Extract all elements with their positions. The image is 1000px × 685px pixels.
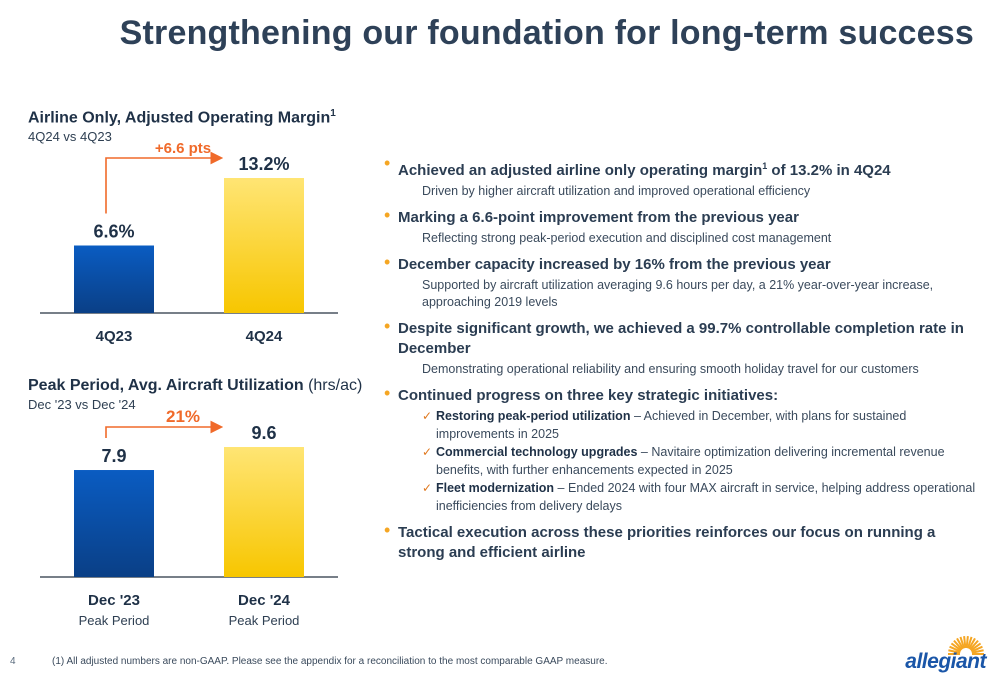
bar-dec-24 xyxy=(224,447,304,577)
bullet-completion-rate: • Despite significant growth, we achieve… xyxy=(384,316,964,376)
bullet-capacity: • December capacity increased by 16% fro… xyxy=(384,252,934,309)
x-tick-label: 4Q24 xyxy=(246,328,283,345)
bar-value-label: 13.2% xyxy=(238,154,289,174)
bullet-dot-icon: • xyxy=(384,205,391,225)
sunburst-ray xyxy=(949,645,961,653)
bullet-dot-icon: • xyxy=(384,252,391,272)
initiatives-list: ✓ Restoring peak-period utilization – Ach… xyxy=(398,408,984,515)
slide-title: Strengthening our foundation for long-te… xyxy=(119,14,974,52)
bar-4q24 xyxy=(224,178,304,313)
sunburst-ray xyxy=(969,639,979,651)
bar-value-label: 9.6 xyxy=(251,423,276,443)
x-tick-label: 4Q23 xyxy=(96,328,133,345)
growth-arrow xyxy=(105,420,224,439)
bullet-dot-icon: • xyxy=(384,153,391,173)
chart1-subtitle: 4Q24 vs 4Q23 xyxy=(28,129,112,145)
chart2-title: Peak Period, Avg. Aircraft Utilization (… xyxy=(28,377,363,394)
bar-4q23 xyxy=(74,245,154,313)
x-tick-label: Dec '24 xyxy=(238,592,291,609)
footnote: (1) All adjusted numbers are non-GAAP. P… xyxy=(52,656,608,667)
bullet-operating-margin: • Achieved an adjusted airline only oper… xyxy=(384,153,891,198)
bullet-tactical-execution: • Tactical execution across these priori… xyxy=(384,520,936,561)
page-number: 4 xyxy=(10,656,16,667)
sunburst-ray xyxy=(965,635,969,649)
initiative-item: ✓ Fleet modernization – Ended 2024 with f… xyxy=(422,481,976,513)
sunburst-ray xyxy=(971,645,983,653)
key-points-list: • Achieved an adjusted airline only oper… xyxy=(384,153,984,571)
sunburst-ray xyxy=(970,642,982,652)
bullet-dot-icon: • xyxy=(384,383,391,403)
bullet-dot-icon: • xyxy=(384,316,391,336)
bar-dec-23 xyxy=(74,470,154,577)
sunburst-ray xyxy=(953,639,963,651)
chart2-utilization-bar-chart: 7.9 Dec '23 Peak Period 9.6 Dec '24 Peak Peri… xyxy=(40,407,338,628)
bar-value-label: 6.6% xyxy=(93,222,134,242)
x-tick-label: Dec '23 xyxy=(88,592,140,609)
initiative-item: ✓ Commercial technology upgrades – Navita… xyxy=(422,445,945,477)
chart1-title: Airline Only, Adjusted Operating Margin1 xyxy=(28,108,336,127)
x-tick-sublabel: Peak Period xyxy=(79,613,150,628)
sunburst-logo-icon xyxy=(948,635,984,655)
sunburst-ray xyxy=(966,636,973,649)
sunburst-ray xyxy=(968,637,976,650)
checkmark-icon: ✓ xyxy=(422,409,433,423)
growth-annotation: +6.6 pts xyxy=(155,140,211,157)
bullet-initiatives: • Continued progress on three key strate… xyxy=(384,383,984,515)
bullet-dot-icon: • xyxy=(384,520,391,540)
initiative-item: ✓ Restoring peak-period utilization – Ach… xyxy=(422,409,907,441)
growth-arrow xyxy=(105,151,224,214)
sunburst-ray xyxy=(956,637,964,650)
sunburst-ray xyxy=(959,636,966,649)
growth-annotation: 21% xyxy=(166,407,200,426)
chart1-margin-bar-chart: 6.6% 4Q23 13.2% 4Q24 +6.6 pts xyxy=(40,140,338,345)
allegiant-logo: allegiant xyxy=(905,650,986,673)
checkmark-icon: ✓ xyxy=(422,445,433,459)
bar-value-label: 7.9 xyxy=(101,446,126,466)
chart1-header: Airline Only, Adjusted Operating Margin1… xyxy=(28,108,336,144)
sunburst-ray xyxy=(948,649,961,654)
sunburst-ray xyxy=(950,642,962,652)
sunburst-ray xyxy=(971,649,984,654)
x-tick-sublabel: Peak Period xyxy=(229,613,300,628)
chart2-subtitle: Dec '23 vs Dec '24 xyxy=(28,397,136,412)
checkmark-icon: ✓ xyxy=(422,481,433,495)
sunburst-ray xyxy=(963,635,967,649)
chart2-header: Peak Period, Avg. Aircraft Utilization (… xyxy=(28,377,362,412)
bullet-improvement: • Marking a 6.6-point improvement from t… xyxy=(384,205,832,245)
